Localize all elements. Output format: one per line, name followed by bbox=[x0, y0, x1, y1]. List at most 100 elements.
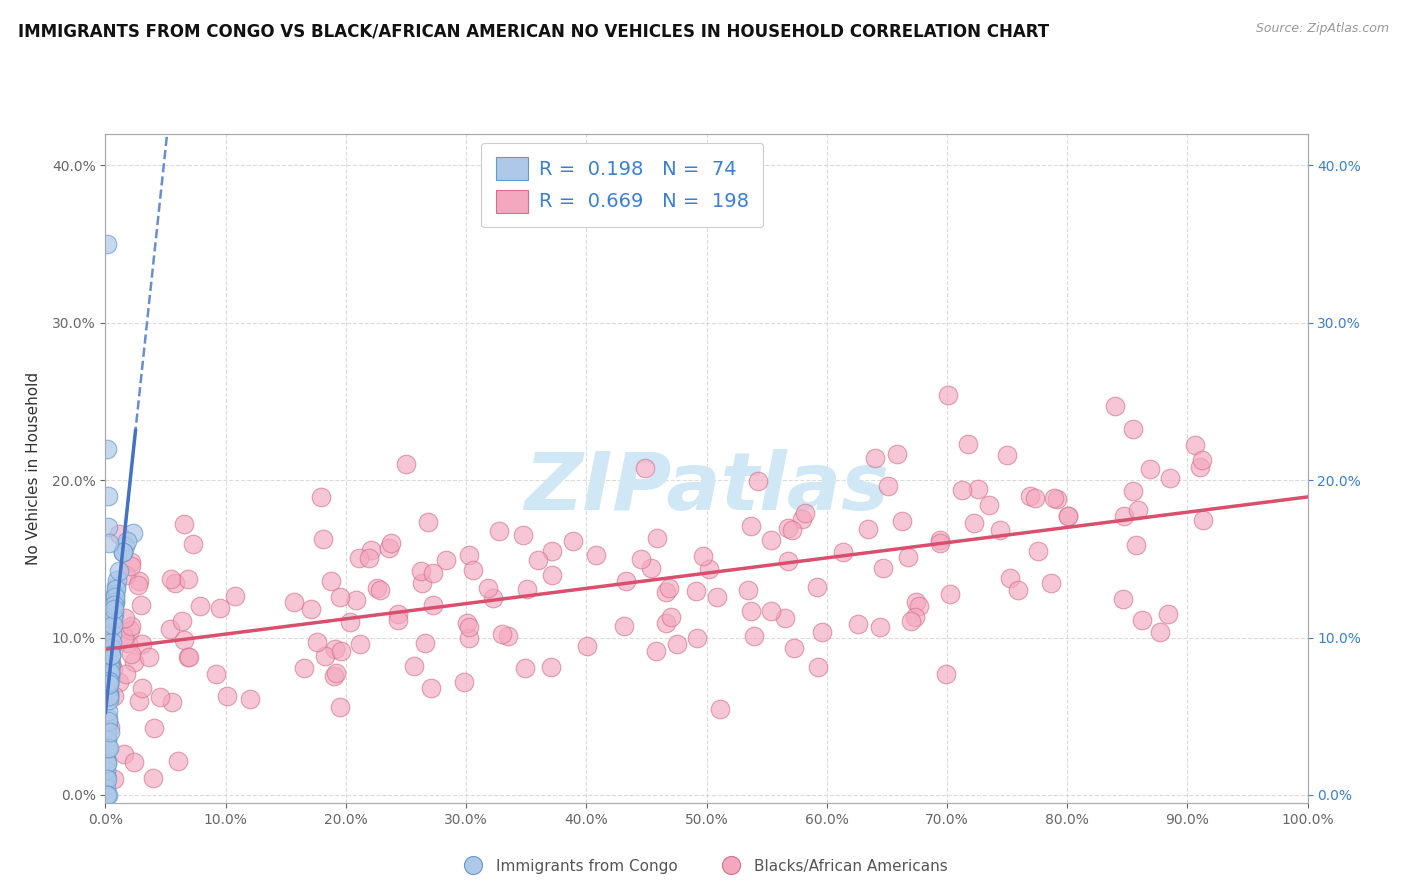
Point bbox=[1007, 582, 1029, 597]
Point bbox=[869, 620, 891, 634]
Point bbox=[131, 681, 153, 696]
Point bbox=[98, 665, 121, 679]
Point bbox=[640, 561, 662, 575]
Point bbox=[98, 677, 121, 691]
Point bbox=[96, 772, 118, 787]
Point bbox=[1157, 607, 1180, 621]
Point bbox=[368, 583, 391, 598]
Point bbox=[1056, 509, 1078, 524]
Point bbox=[516, 582, 538, 596]
Point bbox=[101, 627, 124, 641]
Point bbox=[321, 574, 343, 589]
Point bbox=[783, 640, 806, 655]
Point bbox=[98, 660, 121, 674]
Point bbox=[159, 622, 181, 636]
Point bbox=[101, 618, 124, 632]
Point bbox=[120, 555, 142, 569]
Point bbox=[977, 498, 1000, 512]
Point bbox=[740, 519, 762, 533]
Point bbox=[1026, 544, 1049, 558]
Point bbox=[97, 714, 120, 728]
Point bbox=[142, 721, 165, 735]
Point bbox=[527, 553, 550, 567]
Point bbox=[1191, 453, 1213, 467]
Point bbox=[938, 388, 960, 402]
Legend: R =  0.198   N =  74, R =  0.669   N =  198: R = 0.198 N = 74, R = 0.669 N = 198 bbox=[481, 143, 763, 227]
Point bbox=[283, 595, 305, 609]
Point bbox=[1149, 624, 1171, 639]
Point bbox=[98, 657, 121, 671]
Point bbox=[1139, 461, 1161, 475]
Point bbox=[759, 533, 782, 547]
Point bbox=[100, 659, 122, 673]
Point bbox=[1104, 399, 1126, 413]
Point bbox=[1046, 491, 1069, 506]
Point bbox=[94, 781, 117, 796]
Point bbox=[309, 490, 332, 504]
Point bbox=[131, 636, 153, 650]
Point bbox=[98, 666, 121, 681]
Point bbox=[395, 457, 418, 471]
Point bbox=[173, 517, 195, 532]
Point bbox=[312, 532, 335, 546]
Point bbox=[329, 699, 352, 714]
Point bbox=[96, 756, 118, 771]
Point bbox=[98, 663, 121, 677]
Point bbox=[94, 788, 117, 802]
Point bbox=[122, 756, 145, 770]
Point bbox=[1043, 491, 1066, 506]
Point bbox=[96, 752, 118, 766]
Point bbox=[118, 623, 141, 637]
Point bbox=[108, 526, 131, 541]
Point bbox=[832, 545, 855, 559]
Point bbox=[349, 637, 371, 651]
Point bbox=[98, 622, 121, 636]
Point bbox=[112, 630, 135, 644]
Point bbox=[159, 572, 181, 586]
Point bbox=[806, 580, 828, 594]
Point bbox=[957, 436, 980, 450]
Point bbox=[173, 632, 195, 647]
Point bbox=[666, 637, 689, 651]
Point bbox=[998, 571, 1021, 585]
Point bbox=[96, 788, 118, 802]
Point bbox=[329, 590, 352, 604]
Text: IMMIGRANTS FROM CONGO VS BLACK/AFRICAN AMERICAN NO VEHICLES IN HOUSEHOLD CORRELA: IMMIGRANTS FROM CONGO VS BLACK/AFRICAN A… bbox=[18, 22, 1049, 40]
Point bbox=[1192, 513, 1215, 527]
Legend: Immigrants from Congo, Blacks/African Americans: Immigrants from Congo, Blacks/African Am… bbox=[451, 853, 955, 880]
Point bbox=[935, 666, 957, 681]
Point bbox=[100, 654, 122, 668]
Point bbox=[1189, 459, 1212, 474]
Point bbox=[314, 649, 336, 664]
Point bbox=[366, 581, 388, 595]
Point bbox=[239, 692, 262, 706]
Point bbox=[329, 643, 352, 657]
Point bbox=[107, 675, 129, 690]
Point bbox=[1019, 489, 1042, 503]
Point bbox=[149, 690, 172, 704]
Point bbox=[541, 568, 564, 582]
Point bbox=[904, 610, 927, 624]
Point bbox=[98, 639, 121, 653]
Point bbox=[576, 639, 599, 653]
Point bbox=[413, 636, 436, 650]
Point bbox=[634, 461, 657, 475]
Point bbox=[94, 770, 117, 784]
Point bbox=[177, 572, 200, 586]
Point bbox=[792, 512, 814, 526]
Point bbox=[97, 520, 120, 534]
Point bbox=[409, 564, 432, 578]
Point bbox=[129, 598, 152, 612]
Point bbox=[773, 610, 796, 624]
Point bbox=[585, 548, 607, 562]
Point bbox=[97, 716, 120, 731]
Point bbox=[98, 671, 121, 685]
Point bbox=[107, 564, 129, 578]
Point bbox=[117, 636, 139, 650]
Point bbox=[939, 586, 962, 600]
Point bbox=[323, 642, 346, 657]
Point bbox=[96, 733, 118, 747]
Point bbox=[97, 693, 120, 707]
Point bbox=[100, 656, 122, 670]
Point bbox=[737, 583, 759, 598]
